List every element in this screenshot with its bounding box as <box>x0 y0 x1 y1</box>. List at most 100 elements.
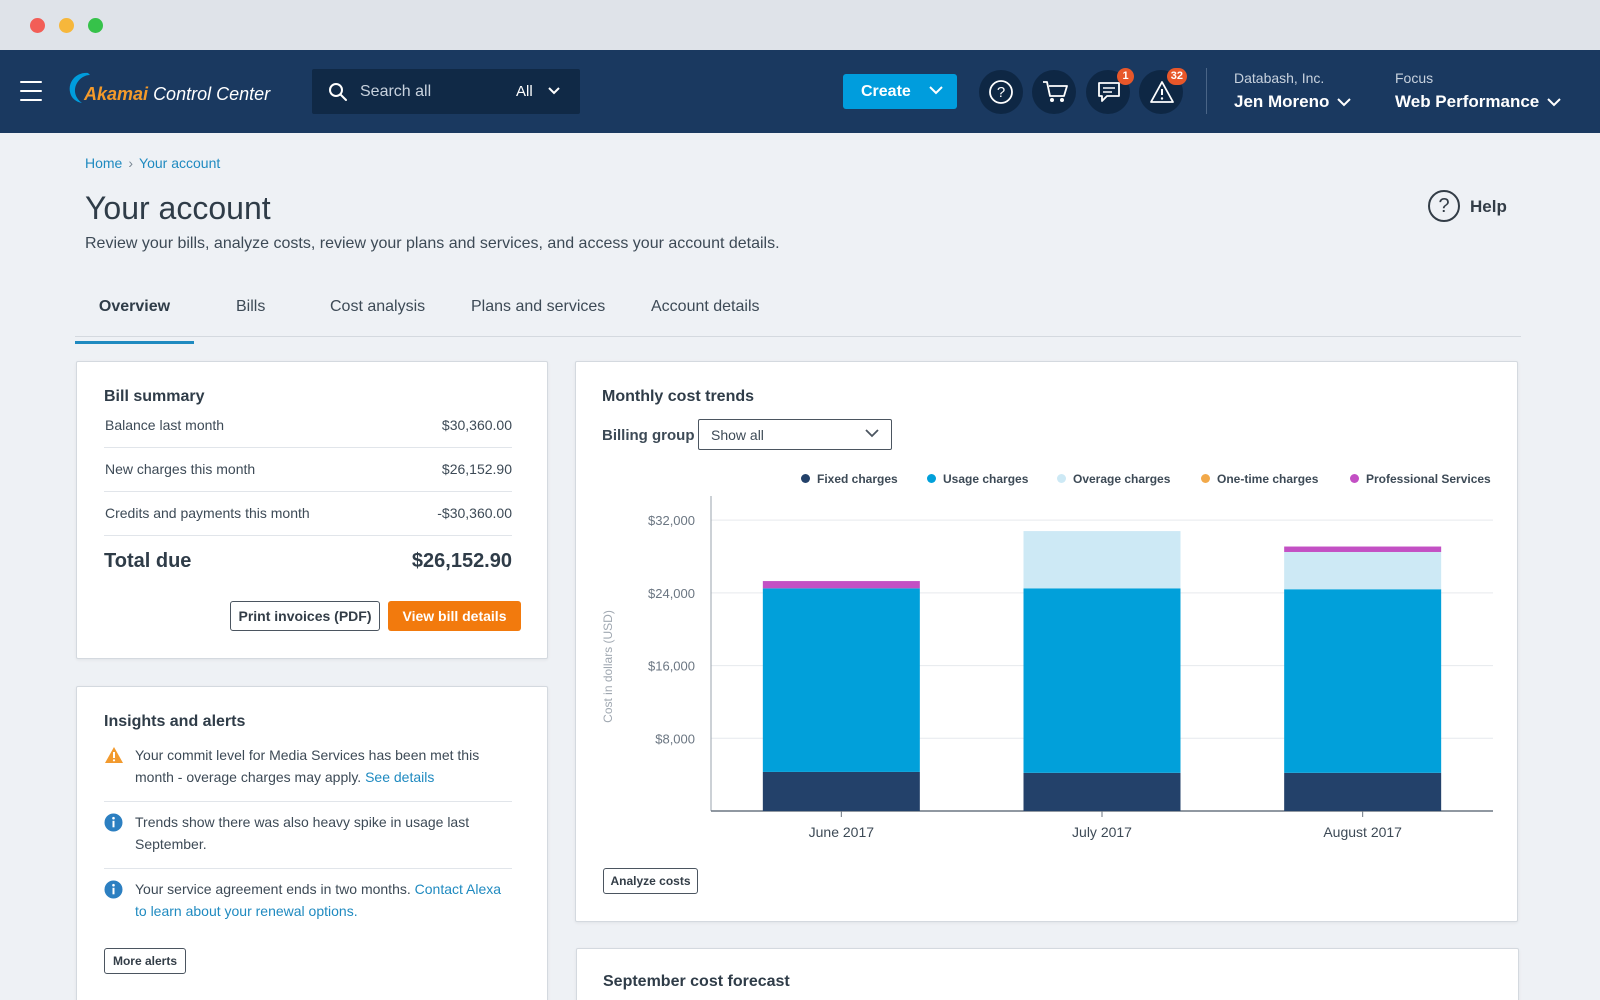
chevron-down-icon[interactable] <box>1337 98 1352 107</box>
cart-icon <box>1043 81 1068 102</box>
insights-card: Insights and alerts Your commit level fo… <box>76 686 548 1000</box>
bar-segment <box>1284 589 1442 773</box>
tab-cost-analysis[interactable]: Cost analysis <box>330 298 426 315</box>
alert-text: Trends show there was also heavy spike i… <box>135 814 470 852</box>
bar-segment <box>1284 772 1442 811</box>
more-alerts-button[interactable]: More alerts <box>104 948 186 974</box>
focus-switcher[interactable]: Focus Web Performance <box>1395 70 1561 112</box>
breadcrumb: Home › Your account <box>85 155 220 171</box>
tab-plans-and-services[interactable]: Plans and services <box>471 298 606 315</box>
legend-overage: Overage charges <box>1057 472 1170 486</box>
legend-professional: Professional Services <box>1350 472 1491 486</box>
x-tick-label: July 2017 <box>1072 824 1132 840</box>
info-icon <box>104 880 123 899</box>
y-tick-label: $32,000 <box>648 513 695 528</box>
search-input[interactable]: Search all <box>360 83 432 100</box>
active-tab-indicator <box>75 341 194 344</box>
help-label: Help <box>1470 197 1507 216</box>
focus-label: Focus <box>1395 70 1434 86</box>
search-bar[interactable]: Search all All <box>312 69 580 114</box>
page-title: Your account <box>85 190 271 226</box>
bill-row-value: $30,360.00 <box>441 417 512 433</box>
bill-row-label: New charges this month <box>105 461 256 477</box>
print-invoices-button[interactable]: Print invoices (PDF) <box>230 601 380 631</box>
org-name: Databash, Inc. <box>1234 70 1325 86</box>
y-axis-label: Cost in dollars (USD) <box>601 610 615 723</box>
billing-group-label: Billing group <box>602 427 695 444</box>
messages-badge: 1 <box>1117 68 1134 85</box>
x-tick-label: June 2017 <box>809 824 875 840</box>
analyze-costs-button[interactable]: Analyze costs <box>603 868 698 894</box>
view-bill-details-button[interactable]: View bill details <box>388 601 521 631</box>
see-details-link[interactable]: See details <box>365 769 435 785</box>
search-icon <box>329 83 347 101</box>
warning-icon <box>1150 81 1174 103</box>
legend-label: Overage charges <box>1073 472 1171 486</box>
warning-icon <box>105 747 123 763</box>
total-due: Total due $26,152.90 <box>104 550 512 573</box>
bar-segment <box>1023 531 1181 589</box>
close-window-button[interactable] <box>30 18 45 33</box>
legend-label: One-time charges <box>1217 472 1319 486</box>
y-tick-label: $24,000 <box>648 586 695 601</box>
y-tick-label: $16,000 <box>648 659 695 674</box>
alert-text: Your commit level for Media Services has… <box>135 747 480 785</box>
question-icon: ? <box>989 80 1013 104</box>
bill-row: Credits and payments this month -$30,360… <box>104 492 512 536</box>
cost-trends-title: Monthly cost trends <box>602 388 755 405</box>
akamai-swoosh-icon <box>69 72 90 103</box>
legend-swatch <box>1350 474 1359 483</box>
legend-onetime: One-time charges <box>1201 472 1318 486</box>
legend-swatch <box>927 474 936 483</box>
divider <box>104 868 512 869</box>
tab-bills[interactable]: Bills <box>236 298 266 315</box>
alert-text: Your service agreement ends in two month… <box>135 881 415 897</box>
legend-swatch <box>1057 474 1066 483</box>
breadcrumb-current[interactable]: Your account <box>139 155 221 171</box>
chevron-down-icon[interactable] <box>548 87 560 95</box>
bar-segment <box>762 588 920 772</box>
legend-label: Fixed charges <box>817 472 898 486</box>
bill-row-label: Balance last month <box>105 417 225 433</box>
billing-group-value: Show all <box>711 427 764 443</box>
focus-value: Web Performance <box>1395 92 1540 111</box>
legend-swatch <box>1201 474 1210 483</box>
cost-trends-chart: $8,000 $16,000 $24,000 $32,000 Cost in dolla… <box>601 496 1493 840</box>
chevron-down-icon <box>865 429 879 438</box>
help-header-button[interactable]: ? <box>979 70 1023 114</box>
chat-icon <box>1098 82 1120 102</box>
search-scope-select[interactable]: All <box>516 83 533 100</box>
maximize-window-button[interactable] <box>88 18 103 33</box>
tab-bar: Overview Bills Cost analysis Plans and s… <box>75 290 1521 344</box>
create-button[interactable]: Create <box>843 74 957 109</box>
x-tick-label: August 2017 <box>1323 824 1402 840</box>
messages-button[interactable]: 1 <box>1086 68 1134 114</box>
legend-fixed: Fixed charges <box>801 472 898 486</box>
alerts-button[interactable]: 32 <box>1139 68 1187 114</box>
chevron-down-icon[interactable] <box>1547 98 1561 107</box>
app-name: Akamai Control Center <box>84 84 271 104</box>
chevron-down-icon <box>929 86 943 95</box>
contact-alexa-link[interactable]: Contact Alexa to learn about your renewa… <box>135 881 502 919</box>
minimize-window-button[interactable] <box>59 18 74 33</box>
menu-icon[interactable] <box>20 81 42 101</box>
insights-title: Insights and alerts <box>104 713 246 730</box>
window-chrome <box>0 0 1600 50</box>
cart-button[interactable] <box>1032 70 1076 114</box>
bar-segment <box>1023 588 1181 773</box>
header-divider <box>1206 68 1207 114</box>
svg-text:?: ? <box>997 84 1005 101</box>
total-due-value: $26,152.90 <box>411 550 512 572</box>
legend-label: Usage charges <box>943 472 1029 486</box>
billing-group-select[interactable]: Show all <box>698 419 892 450</box>
breadcrumb-home[interactable]: Home <box>85 155 123 171</box>
bar-segment <box>1284 546 1442 552</box>
tab-account-details[interactable]: Account details <box>651 298 760 315</box>
app-logo[interactable]: Akamai Control Center <box>66 70 286 110</box>
legend-usage: Usage charges <box>927 472 1028 486</box>
create-label: Create <box>861 83 911 100</box>
app-header: Akamai Control Center Search all All Cre… <box>0 50 1600 133</box>
tab-overview[interactable]: Overview <box>75 298 194 344</box>
bill-summary-title: Bill summary <box>104 388 205 405</box>
account-switcher[interactable]: Databash, Inc. Jen Moreno <box>1234 70 1352 112</box>
